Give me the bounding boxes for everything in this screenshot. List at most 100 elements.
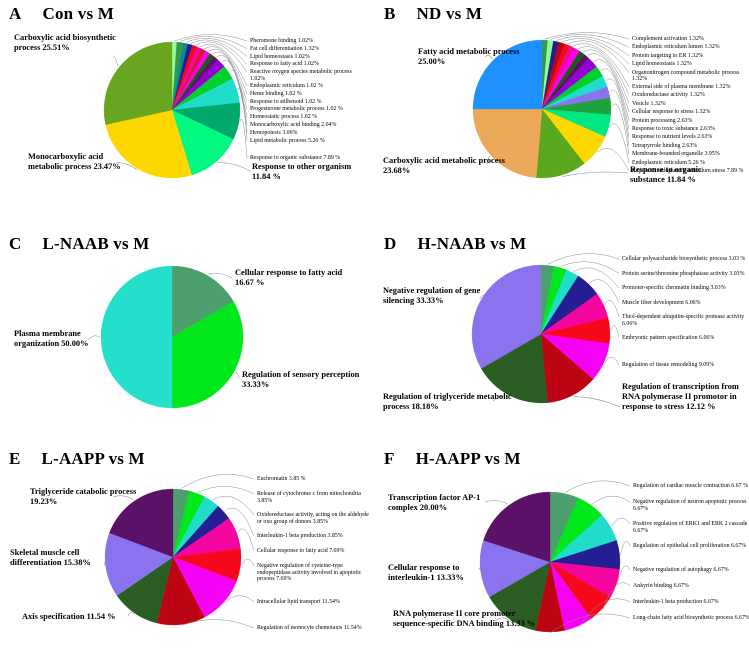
- pie-labels: Pheromone binding 1.02% Fat cell differen…: [0, 0, 374, 230]
- panel-b: B ND vs M Complement activation 1.32% Endo…: [375, 0, 749, 230]
- leader-line: [567, 40, 630, 73]
- pie-small-label: Protein processing 2.63%: [632, 117, 693, 124]
- pie-big-label: RNA polymerase II core promoter sequence…: [393, 609, 536, 628]
- leader-line: [234, 372, 240, 379]
- pie-slice: [483, 491, 551, 563]
- leader-line: [190, 39, 248, 65]
- leader-line: [617, 565, 631, 585]
- pie-big-label: Response to other organism 11.84 %: [252, 162, 352, 181]
- pie-slice: [471, 264, 542, 369]
- pie-small-label: Fat cell differentiation 1.32%: [250, 45, 320, 52]
- pie-small-label: Negative regulation of neuron apoptotic …: [633, 499, 747, 512]
- leader-line: [600, 68, 630, 130]
- leader-line: [204, 46, 248, 94]
- pie-big-label: Transcription factor AP-1 complex 20.00%: [388, 493, 481, 512]
- leader-line: [484, 55, 493, 60]
- pie-small-label: Muscle fiber development 6.06%: [622, 299, 701, 306]
- leader-line: [237, 87, 248, 141]
- pie-big-label: Plasma membrane organization 50.00%: [14, 329, 89, 348]
- pie-small-label: Homeostatic process 1.02 %: [250, 114, 318, 121]
- pie-small-label: Ankyrin binding 6.67%: [633, 583, 689, 589]
- panel-title: H-AAPP vs M: [415, 449, 521, 468]
- leader-line: [609, 123, 630, 163]
- leader-line: [611, 517, 631, 527]
- pie-chart: [87, 265, 244, 409]
- leader-line: [486, 156, 491, 165]
- pie-big-label: Skeletal muscle cell differentiation 15.…: [10, 548, 91, 567]
- panel-letter: D: [384, 234, 397, 253]
- pie-slice: [109, 488, 174, 558]
- leader-line: [577, 46, 630, 96]
- leader-line: [478, 567, 482, 573]
- pie-small-label: Lipid homeostasis 1.32%: [632, 61, 692, 68]
- leader-line: [549, 613, 631, 634]
- pie-big-label: Response to organic substance 11.84 %: [630, 165, 702, 184]
- leader-line: [180, 36, 248, 50]
- leader-line: [578, 598, 631, 628]
- pie-slice: [171, 301, 244, 409]
- pie-big-label: Fatty acid metabolic process 25.00%: [418, 47, 520, 66]
- pie-small-label: Organonitrogen compound metabolic proces…: [632, 69, 740, 83]
- leader-line: [593, 59, 630, 121]
- leader-line: [217, 162, 251, 172]
- pie-big-label: Cellular response to fatty acid 16.67 %: [235, 268, 343, 287]
- leader-line: [606, 78, 630, 138]
- pie-chart: [103, 474, 255, 629]
- pie-big-label: Regulation of transcription from RNA pol…: [622, 382, 739, 411]
- pie-big-label: Monocarboxylic acid metabolic process 23…: [28, 152, 121, 171]
- panel-letter: C: [9, 234, 22, 253]
- pie-small-label: Endoplasmic reticulum 1.02 %: [250, 83, 323, 89]
- leader-line: [494, 617, 509, 622]
- pie-small-label: Protein targeting to ER 1.32%: [632, 52, 704, 59]
- leader-line: [609, 89, 630, 146]
- leader-line: [620, 540, 631, 555]
- pie-small-label: Repose to endoplasmic reticulum stress 7…: [632, 168, 744, 174]
- panel-title: H-NAAB vs M: [417, 234, 527, 253]
- pie-small-label: Regulation of tissue remodeling 9.09%: [622, 362, 715, 368]
- panel-title: Con vs M: [42, 4, 114, 23]
- leader-line: [212, 495, 255, 516]
- leader-line: [197, 486, 255, 495]
- leader-line: [115, 162, 138, 171]
- pie-chart: [471, 253, 621, 408]
- leader-line: [547, 253, 620, 265]
- leader-line: [604, 300, 620, 318]
- leader-line: [239, 118, 248, 159]
- panel-title: ND vs M: [416, 4, 483, 23]
- leader-line: [237, 528, 255, 552]
- pie-chart: [478, 480, 631, 634]
- pie-small-label: Regulation of epithelial cell proliferat…: [633, 543, 747, 549]
- pie-small-label: Regulation of cardiac muscle contraction…: [633, 483, 748, 489]
- pie-small-label: Response to toxic substance 2.63%: [632, 126, 715, 132]
- pie-small-label: Progesterone metabolic process 1.02 %: [250, 106, 343, 113]
- pie-small-label: Monocarboxylic acid binding 2.04%: [250, 122, 337, 128]
- leader-line: [112, 495, 134, 501]
- panel-c: C L-NAAB vs M Cellular response to fatty …: [0, 230, 374, 445]
- leader-line: [602, 582, 631, 610]
- leader-line: [127, 612, 134, 617]
- pie-small-label: Reactive oxygen species metabolic proces…: [250, 69, 352, 82]
- panel-a-header: A Con vs M: [9, 4, 114, 24]
- panel-d-header: D H-NAAB vs M: [384, 234, 526, 254]
- pie-small-label: Negative regulation of cysteine-type end…: [257, 563, 362, 583]
- pie-chart: [103, 34, 251, 179]
- leader-line: [112, 55, 119, 67]
- leader-line: [199, 43, 248, 87]
- leader-line: [572, 43, 630, 88]
- pie-small-label: Cellular polysaccharide biosynthetic pro…: [622, 256, 746, 262]
- panel-c-header: C L-NAAB vs M: [9, 234, 150, 254]
- pie-small-label: Cellular response to stress 1.32%: [632, 109, 711, 116]
- panel-letter: B: [384, 4, 396, 23]
- pie-small-label: Membrane-bounded organelle 3.95%: [632, 151, 720, 158]
- pie-slice: [105, 109, 192, 179]
- pie-small-label: Endoplasmic reticulum lumen 1.32%: [632, 44, 720, 51]
- pie-big-label: Regulation of triglyceride metabolic pro…: [383, 392, 512, 411]
- pie-slice: [472, 108, 543, 178]
- panel-f-header: F H-AAPP vs M: [384, 449, 521, 469]
- panel-letter: A: [9, 4, 22, 23]
- pie-small-label: Tetrapyrrole binding 2.63%: [632, 142, 698, 149]
- pie-small-label: Thiol-dependent ubiquitin-specific prote…: [622, 314, 745, 327]
- leader-line: [224, 507, 255, 537]
- leader-line: [611, 103, 630, 155]
